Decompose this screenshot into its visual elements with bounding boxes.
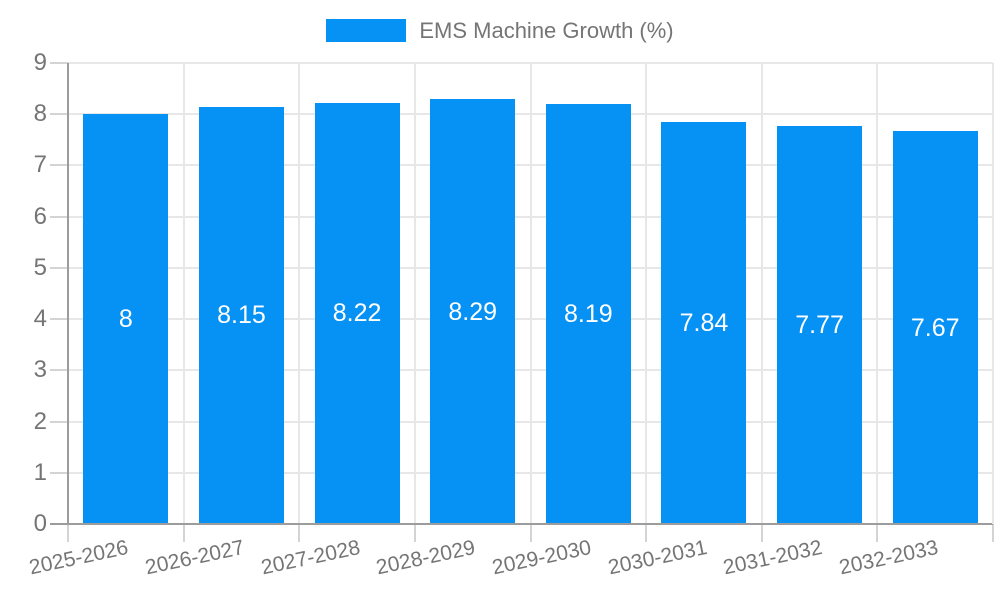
- bar-value-label: 8.15: [217, 301, 266, 330]
- y-tick-mark: [50, 266, 68, 269]
- x-axis-label: 2031-2032: [721, 536, 825, 580]
- y-tick-mark: [50, 471, 68, 474]
- x-tick-mark: [298, 524, 301, 542]
- x-axis-label: 2029-2030: [490, 536, 594, 580]
- x-axis-label: 2025-2026: [27, 536, 131, 580]
- x-axis-line: [50, 523, 993, 525]
- bar: [314, 102, 400, 524]
- x-tick-mark: [760, 524, 763, 542]
- x-tick-mark: [645, 524, 648, 542]
- bar-value-label: 8.19: [563, 300, 613, 329]
- y-axis-label: 8: [33, 100, 47, 128]
- x-axis-label: 2027-2028: [258, 536, 362, 580]
- y-axis-label: 9: [33, 49, 47, 76]
- y-axis-label: 6: [33, 202, 47, 230]
- y-axis-label: 0: [33, 510, 47, 537]
- bar: [892, 131, 978, 524]
- legend-item[interactable]: EMS Machine Growth (%): [0, 19, 1000, 42]
- bar-value-label: 7.67: [910, 313, 960, 342]
- gridline-vertical: [182, 63, 185, 524]
- gridline-vertical: [413, 63, 416, 524]
- y-tick-mark: [50, 369, 68, 372]
- y-axis-label: 1: [33, 458, 47, 486]
- x-tick-mark: [992, 524, 994, 542]
- gridline-vertical: [298, 63, 301, 524]
- x-axis-label: 2026-2027: [143, 536, 247, 580]
- y-tick-mark: [50, 113, 68, 116]
- gridline-vertical: [760, 63, 763, 524]
- y-axis-label: 2: [33, 407, 47, 435]
- plot-right-border: [992, 63, 994, 524]
- legend-label: EMS Machine Growth (%): [419, 18, 674, 43]
- x-tick-mark: [876, 524, 879, 542]
- x-axis-label: 2030-2031: [605, 536, 709, 580]
- bar-value-label: 7.77: [795, 311, 844, 339]
- gridline-vertical: [529, 63, 532, 524]
- legend-swatch: [326, 19, 407, 42]
- gridline-vertical: [876, 63, 879, 524]
- bar: [777, 126, 863, 524]
- bar-value-label: 8.29: [448, 297, 498, 326]
- y-tick-mark: [50, 62, 68, 64]
- y-tick-mark: [50, 420, 68, 423]
- bar: [545, 104, 631, 524]
- y-axis-line: [67, 63, 69, 524]
- y-axis-label: 3: [33, 356, 47, 384]
- y-tick-mark: [50, 318, 68, 321]
- y-axis-label: 7: [33, 151, 47, 179]
- x-tick-mark: [529, 524, 532, 542]
- x-axis-label: 2032-2033: [836, 536, 940, 580]
- y-axis-label: 4: [33, 305, 47, 333]
- bar: [430, 99, 516, 524]
- bar: [198, 106, 284, 524]
- bar: [83, 114, 169, 524]
- x-axis-label: 2028-2029: [374, 536, 478, 580]
- bar: [661, 122, 747, 524]
- gridline-vertical: [645, 63, 648, 524]
- y-tick-mark: [50, 164, 68, 167]
- x-tick-mark: [67, 524, 69, 542]
- x-tick-mark: [182, 524, 185, 542]
- bar-value-label: 8: [118, 305, 133, 334]
- x-tick-mark: [413, 524, 416, 542]
- bar-value-label: 7.84: [679, 309, 729, 338]
- y-tick-mark: [50, 215, 68, 218]
- y-axis-label: 5: [33, 253, 47, 281]
- bar-value-label: 8.22: [332, 299, 382, 328]
